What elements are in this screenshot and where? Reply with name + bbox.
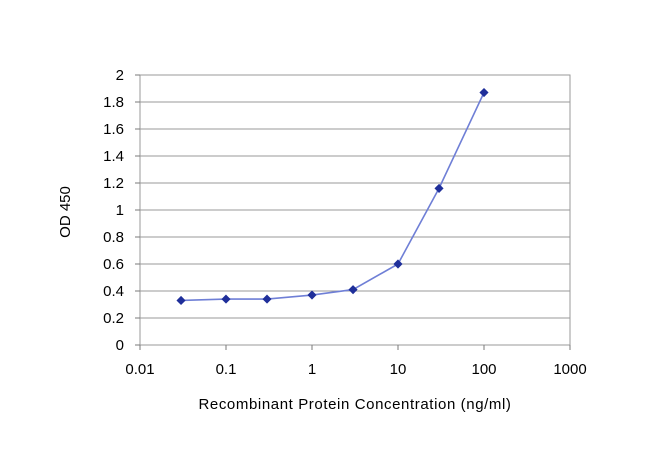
data-point: [479, 87, 489, 98]
x-tick-label: 0.1: [216, 361, 237, 378]
data-point: [307, 290, 317, 300]
y-tick-label: 2: [116, 67, 124, 84]
y-tick-label: 1: [116, 202, 124, 219]
x-tick-label: 100: [471, 361, 496, 378]
x-tick-label: 1: [308, 361, 316, 378]
x-tick-label: 10: [390, 361, 407, 378]
y-tick-label: 1.2: [103, 175, 124, 192]
y-tick-label: 0.8: [103, 229, 124, 246]
data-point: [434, 183, 444, 193]
data-point: [348, 285, 358, 295]
x-tick-label: 1000: [553, 361, 586, 378]
series-line: [180, 92, 485, 302]
y-tick-label: 0.2: [103, 310, 124, 327]
y-tick-label: 0: [116, 337, 124, 354]
gridlines: [140, 101, 570, 319]
x-axis-title: Recombinant Protein Concentration (ng/ml…: [198, 396, 511, 413]
data-point: [262, 294, 272, 304]
y-tick-label: 0.4: [103, 283, 124, 300]
y-tick-label: 1.8: [103, 94, 124, 111]
y-axis-title: OD 450: [57, 186, 74, 238]
y-tick-label: 1.4: [103, 148, 124, 165]
y-tick-label: 1.6: [103, 121, 124, 138]
series-od450: [176, 87, 489, 306]
x-axis-ticks: 0.01 0.1 1 10 100 1000: [125, 345, 587, 378]
data-point: [221, 294, 231, 304]
data-point: [176, 295, 186, 306]
x-tick-label: 0.01: [125, 361, 154, 378]
data-point: [393, 259, 403, 269]
y-axis-ticks: 0 0.2 0.4 0.6 0.8 1 1.2 1.4 1.6 1.8 2: [103, 67, 140, 354]
y-tick-label: 0.6: [103, 256, 124, 273]
